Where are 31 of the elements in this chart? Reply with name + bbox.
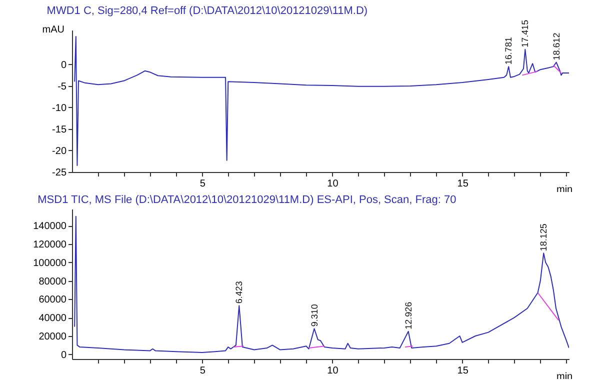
y-tick-label: 60000	[38, 294, 67, 306]
x-tick-label: 15	[457, 366, 469, 376]
y-tick-label: 0	[60, 60, 67, 71]
y-tick-label: -25	[52, 168, 67, 178]
annotation: 18.125	[538, 224, 549, 252]
y-tick-label: 80000	[38, 276, 67, 288]
annotation: 18.612	[551, 32, 562, 60]
annotation: 17.415	[520, 20, 530, 48]
x-tick-label: 5	[200, 178, 206, 190]
y-tick-label: -5	[58, 81, 67, 92]
annotation: 16.781	[504, 37, 514, 65]
x-tick-label: 15	[457, 178, 469, 190]
y-tick-label: 40000	[38, 313, 67, 324]
chart-title: MWD1 C, Sig=280,4 Ref=off (D:\DATA\2012\10\20121029\11M.D)	[46, 4, 368, 17]
x-tick-label: 10	[327, 178, 339, 190]
annotation: 12.926	[403, 302, 414, 330]
y-tick-label: 140000	[33, 221, 67, 232]
chart-title: MSD1 TIC, MS File (D:\DATA\2012\10\20121029\11M.D) ES-API, Pos, Scan, Frag: 70	[38, 194, 456, 206]
y-tick-label: -10	[52, 102, 67, 114]
line-series	[74, 216, 569, 354]
x-tick-label: 10	[327, 366, 339, 376]
y-tick-label: -20	[52, 146, 67, 157]
y-tick-label: 20000	[38, 331, 67, 342]
y-tick-label: 120000	[33, 239, 67, 250]
y-axis-title: mAU	[42, 24, 64, 36]
y-tick-label: 0	[60, 350, 67, 361]
y-tick-label: -15	[52, 124, 67, 136]
y-tick-label: 100000	[33, 258, 67, 269]
x-tick-label: 5	[200, 366, 206, 376]
annotation: 6.423	[234, 281, 244, 304]
annotation: 9.310	[309, 304, 320, 327]
